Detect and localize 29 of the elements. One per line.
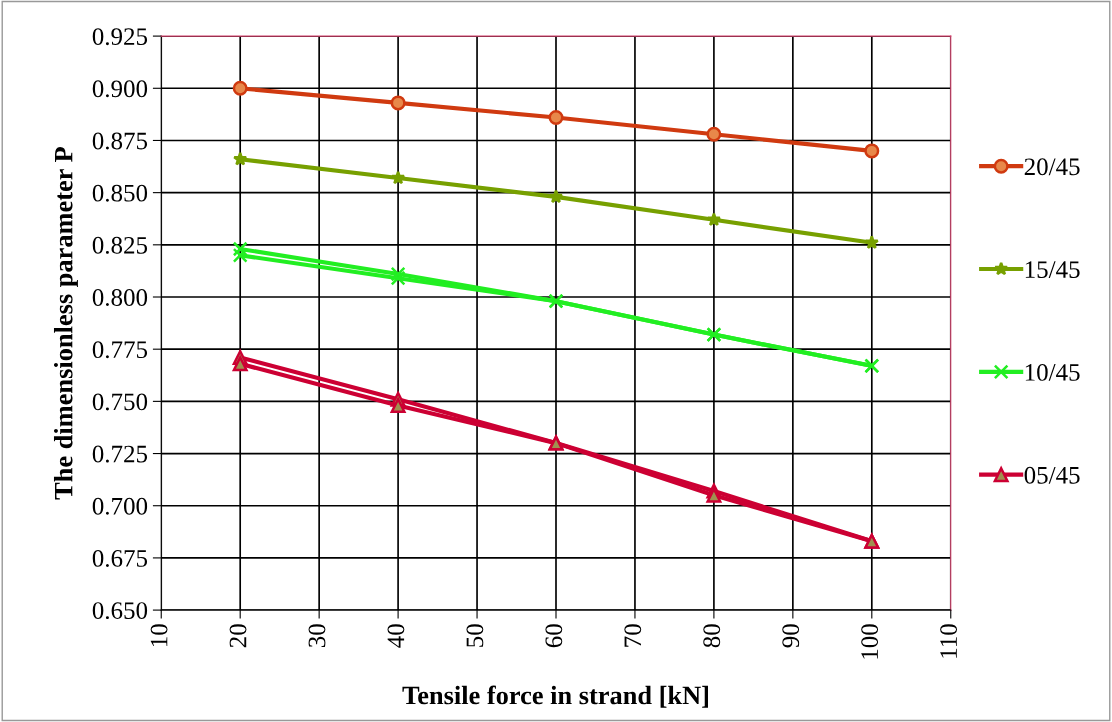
legend-label: 10/45 bbox=[1025, 363, 1080, 381]
x-tick-label: 30 bbox=[308, 624, 326, 648]
x-tick-label: 50 bbox=[466, 624, 484, 647]
y-tick-label: 0.900 bbox=[92, 80, 148, 98]
x-tick-label: 40 bbox=[387, 624, 405, 648]
y-tick-label: 0.725 bbox=[92, 445, 148, 463]
y-axis-title: The dimensionless parameter P bbox=[53, 147, 78, 500]
y-tick-label: 0.650 bbox=[92, 602, 148, 620]
y-tick-label: 0.750 bbox=[92, 393, 148, 411]
x-tick-label: 10 bbox=[150, 624, 168, 647]
legend-label: 20/45 bbox=[1024, 158, 1080, 176]
legend-label: 05/45 bbox=[1024, 466, 1080, 484]
x-tick-label: 80 bbox=[703, 624, 721, 648]
y-tick-label: 0.925 bbox=[92, 28, 148, 46]
y-tick-label: 0.875 bbox=[92, 132, 148, 150]
x-tick-label: 60 bbox=[545, 624, 563, 648]
y-tick-label: 0.700 bbox=[92, 497, 148, 515]
x-axis-title: Tensile force in strand [kN] bbox=[402, 685, 708, 708]
x-tick-label: 110 bbox=[940, 624, 958, 658]
y-tick-label: 0.775 bbox=[92, 341, 148, 359]
y-tick-label: 0.850 bbox=[92, 184, 148, 202]
y-tick-label: 0.800 bbox=[92, 289, 148, 307]
y-tick-label: 0.675 bbox=[92, 549, 148, 567]
x-tick-label: 70 bbox=[624, 624, 642, 647]
y-tick-label: 0.825 bbox=[92, 236, 148, 254]
x-tick-label: 20 bbox=[229, 624, 247, 648]
legend-label: 15/45 bbox=[1025, 261, 1080, 279]
x-tick-label: 100 bbox=[861, 624, 879, 659]
x-tick-label: 90 bbox=[782, 624, 800, 648]
